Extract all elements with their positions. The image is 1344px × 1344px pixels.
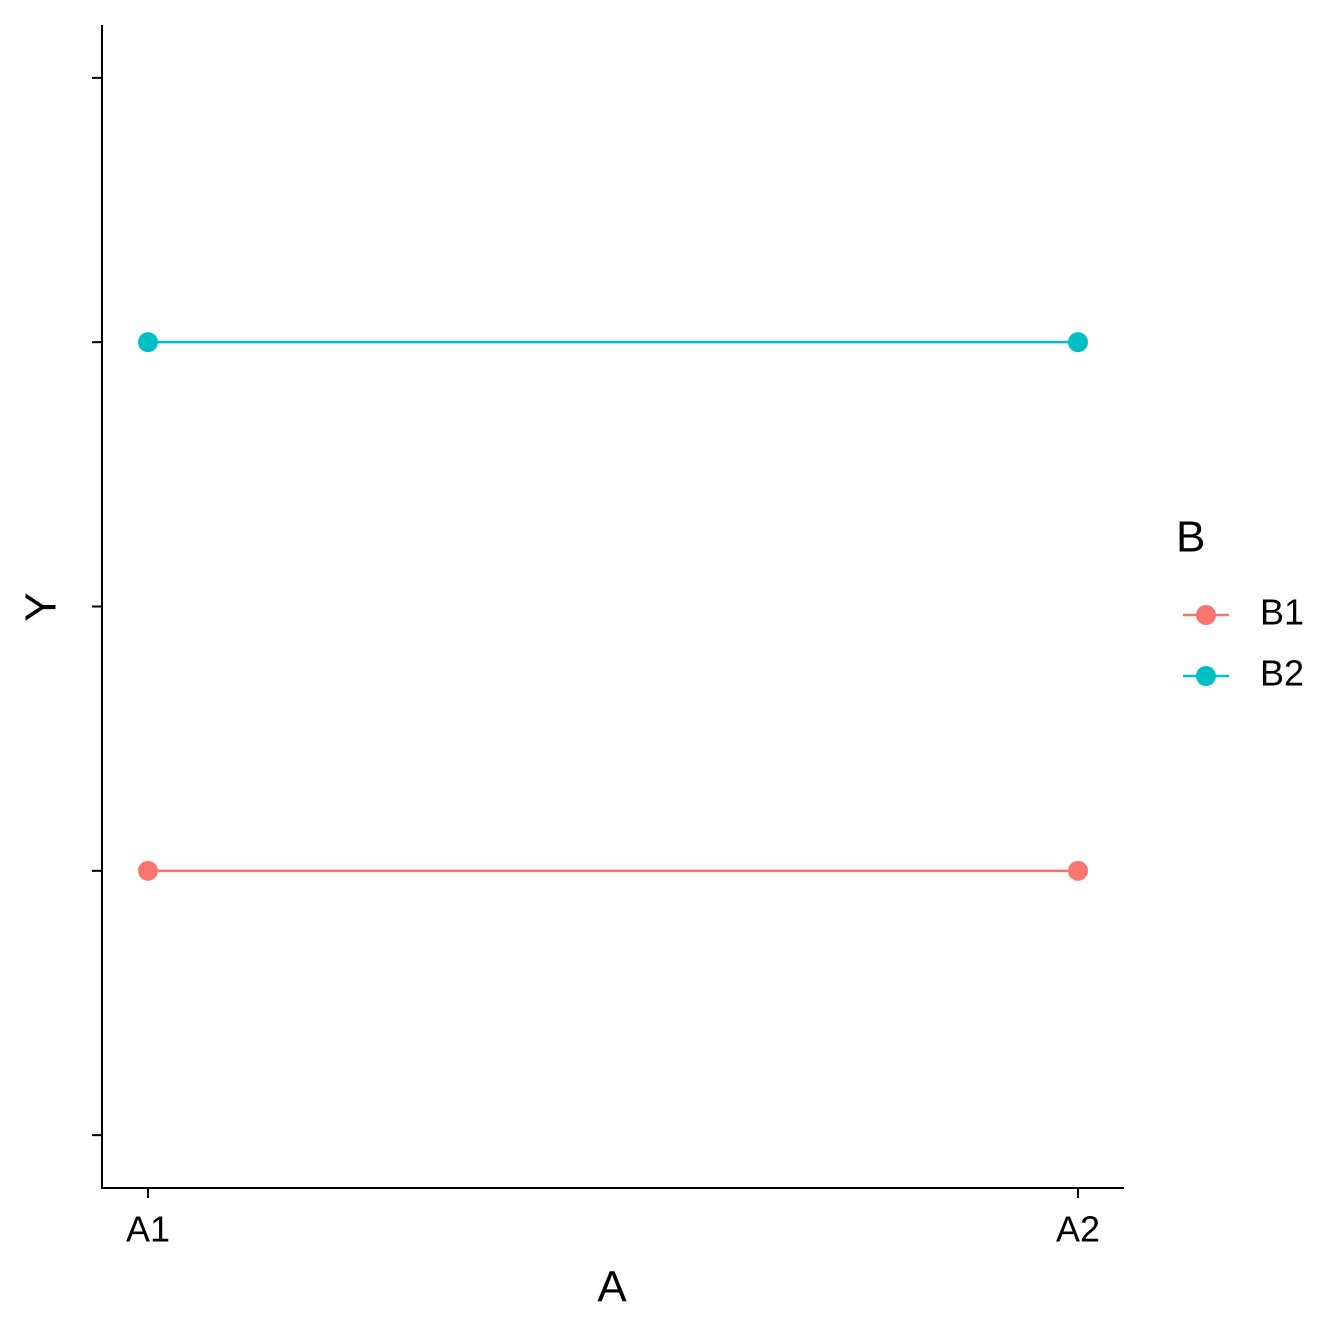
point xyxy=(138,332,158,353)
x-tick-label: A1 xyxy=(126,1209,170,1250)
legend-label: B1 xyxy=(1260,592,1304,633)
legend-key-point xyxy=(1196,605,1216,625)
point xyxy=(1068,860,1088,881)
legend-key-point xyxy=(1196,666,1216,686)
point xyxy=(138,860,158,881)
legend-title: B xyxy=(1176,513,1205,562)
point xyxy=(1068,332,1088,353)
y-axis-title: Y xyxy=(17,592,66,621)
legend-label: B2 xyxy=(1260,653,1304,694)
x-tick-label: A2 xyxy=(1056,1209,1100,1250)
x-axis-title: A xyxy=(597,1263,627,1312)
